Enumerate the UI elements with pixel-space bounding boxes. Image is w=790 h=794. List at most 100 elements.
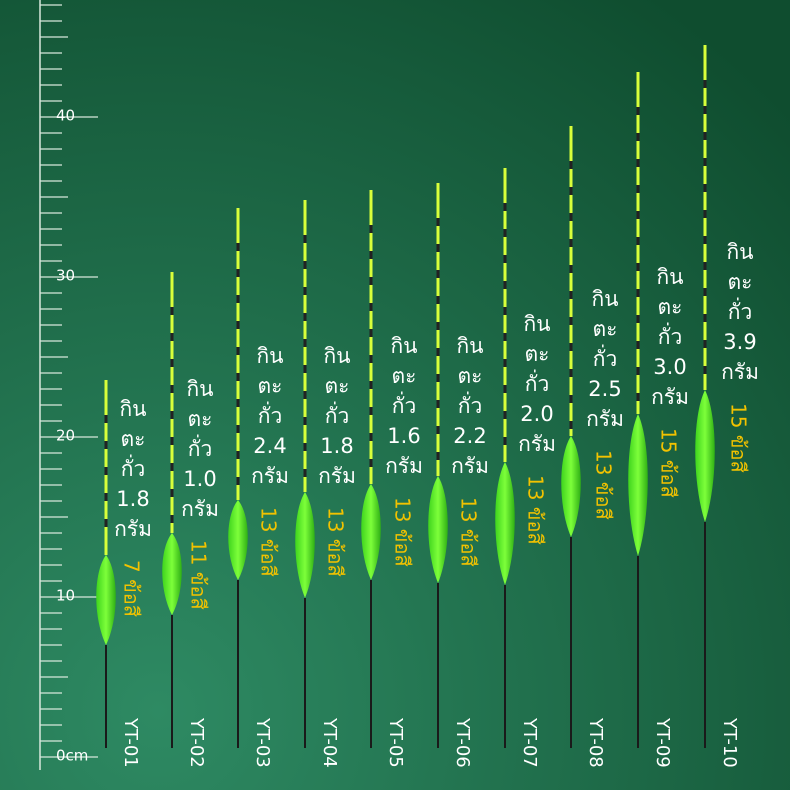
antenna-band [236,321,240,329]
weight-text: ตะ [392,364,417,388]
antenna-band [636,237,640,245]
sections-text: 13 ข้อสี [257,507,281,577]
antenna-band [703,288,707,296]
antenna-band [636,107,640,115]
sections-text: 13 ข้อสี [457,497,481,567]
model-label: YT-09 [652,717,673,768]
antenna-band [703,314,707,322]
antenna-band [703,132,707,140]
antenna-band [303,469,307,477]
antenna-band [503,203,507,211]
weight-text: ตะ [458,364,483,388]
weight-text: กั่ว [258,401,283,428]
sections-text: 15 ข้อสี [727,403,751,473]
antenna-band [636,185,640,193]
antenna-band [436,348,440,356]
antenna-band [703,158,707,166]
antenna-band [569,421,573,429]
antenna-band [703,366,707,374]
float-body [428,476,448,583]
ruler-label: 30 [56,267,75,285]
antenna-band [369,277,373,285]
sections-text: 13 ข้อสี [592,450,616,520]
weight-text: กรัม [318,464,356,488]
model-label: YT-05 [385,717,406,768]
antenna-band [503,307,507,315]
sections-text: 13 ข้อสี [524,475,548,545]
antenna-band [569,343,573,351]
antenna-band [569,291,573,299]
model-label: YT-06 [452,717,473,768]
weight-text: กรัม [385,454,423,478]
antenna-band [436,374,440,382]
antenna-band [170,463,174,471]
weight-text: กั่ว [188,434,213,461]
antenna-band [436,244,440,252]
weight-text: กิน [186,377,213,401]
antenna-band [569,317,573,325]
weight-text: กรัม [586,407,624,431]
antenna-band [436,426,440,434]
antenna-band [170,307,174,315]
antenna-band [170,515,174,523]
float-body [361,484,381,580]
antenna-band [303,235,307,243]
sections-text: 7 ข้อสี [120,560,144,617]
weight-text: กั่ว [593,344,618,371]
model-label: YT-08 [585,717,606,768]
float-body [628,414,648,556]
weight-text: กรัม [721,360,759,384]
weight-text: กั่ว [658,322,683,349]
float-body [162,533,182,615]
weight-text: 3.9 [723,330,756,354]
antenna-band [369,303,373,311]
weight-text: กั่ว [728,297,753,324]
weight-text: กิน [390,334,417,358]
weight-text: ตะ [121,427,146,451]
antenna-band [636,289,640,297]
weight-text: กรัม [451,454,489,478]
antenna-band [436,270,440,278]
weight-text: 2.2 [453,424,486,448]
antenna-band [569,395,573,403]
weight-text: ตะ [325,374,350,398]
weight-text: 2.5 [588,377,621,401]
antenna-band [170,489,174,497]
antenna-band [703,236,707,244]
antenna-band [236,347,240,355]
model-label: YT-10 [719,717,740,768]
weight-text: กรัม [518,432,556,456]
antenna-band [436,452,440,460]
antenna-band [369,433,373,441]
sections-text: 15 ข้อสี [657,428,681,498]
ruler-label: 0cm [56,747,88,765]
antenna-band [303,261,307,269]
antenna-band [303,287,307,295]
antenna-band [303,391,307,399]
ruler-label: 40 [56,107,75,125]
weight-text: กั่ว [121,454,146,481]
weight-text: ตะ [188,407,213,431]
antenna-band [636,263,640,271]
antenna-band [236,425,240,433]
float-body [228,500,248,580]
weight-text: กั่ว [325,401,350,428]
weight-text: กิน [591,287,618,311]
antenna-band [104,493,108,501]
antenna-band [436,400,440,408]
sections-text: 11 ข้อสี [187,540,211,610]
weight-text: ตะ [658,295,683,319]
antenna-band [703,262,707,270]
antenna-band [569,239,573,247]
antenna-band [369,459,373,467]
antenna-band [104,441,108,449]
antenna-band [436,218,440,226]
weight-text: กิน [726,240,753,264]
antenna-band [636,133,640,141]
float-body [295,492,315,598]
antenna-band [236,399,240,407]
antenna-band [703,184,707,192]
antenna-band [636,341,640,349]
antenna-band [636,367,640,375]
